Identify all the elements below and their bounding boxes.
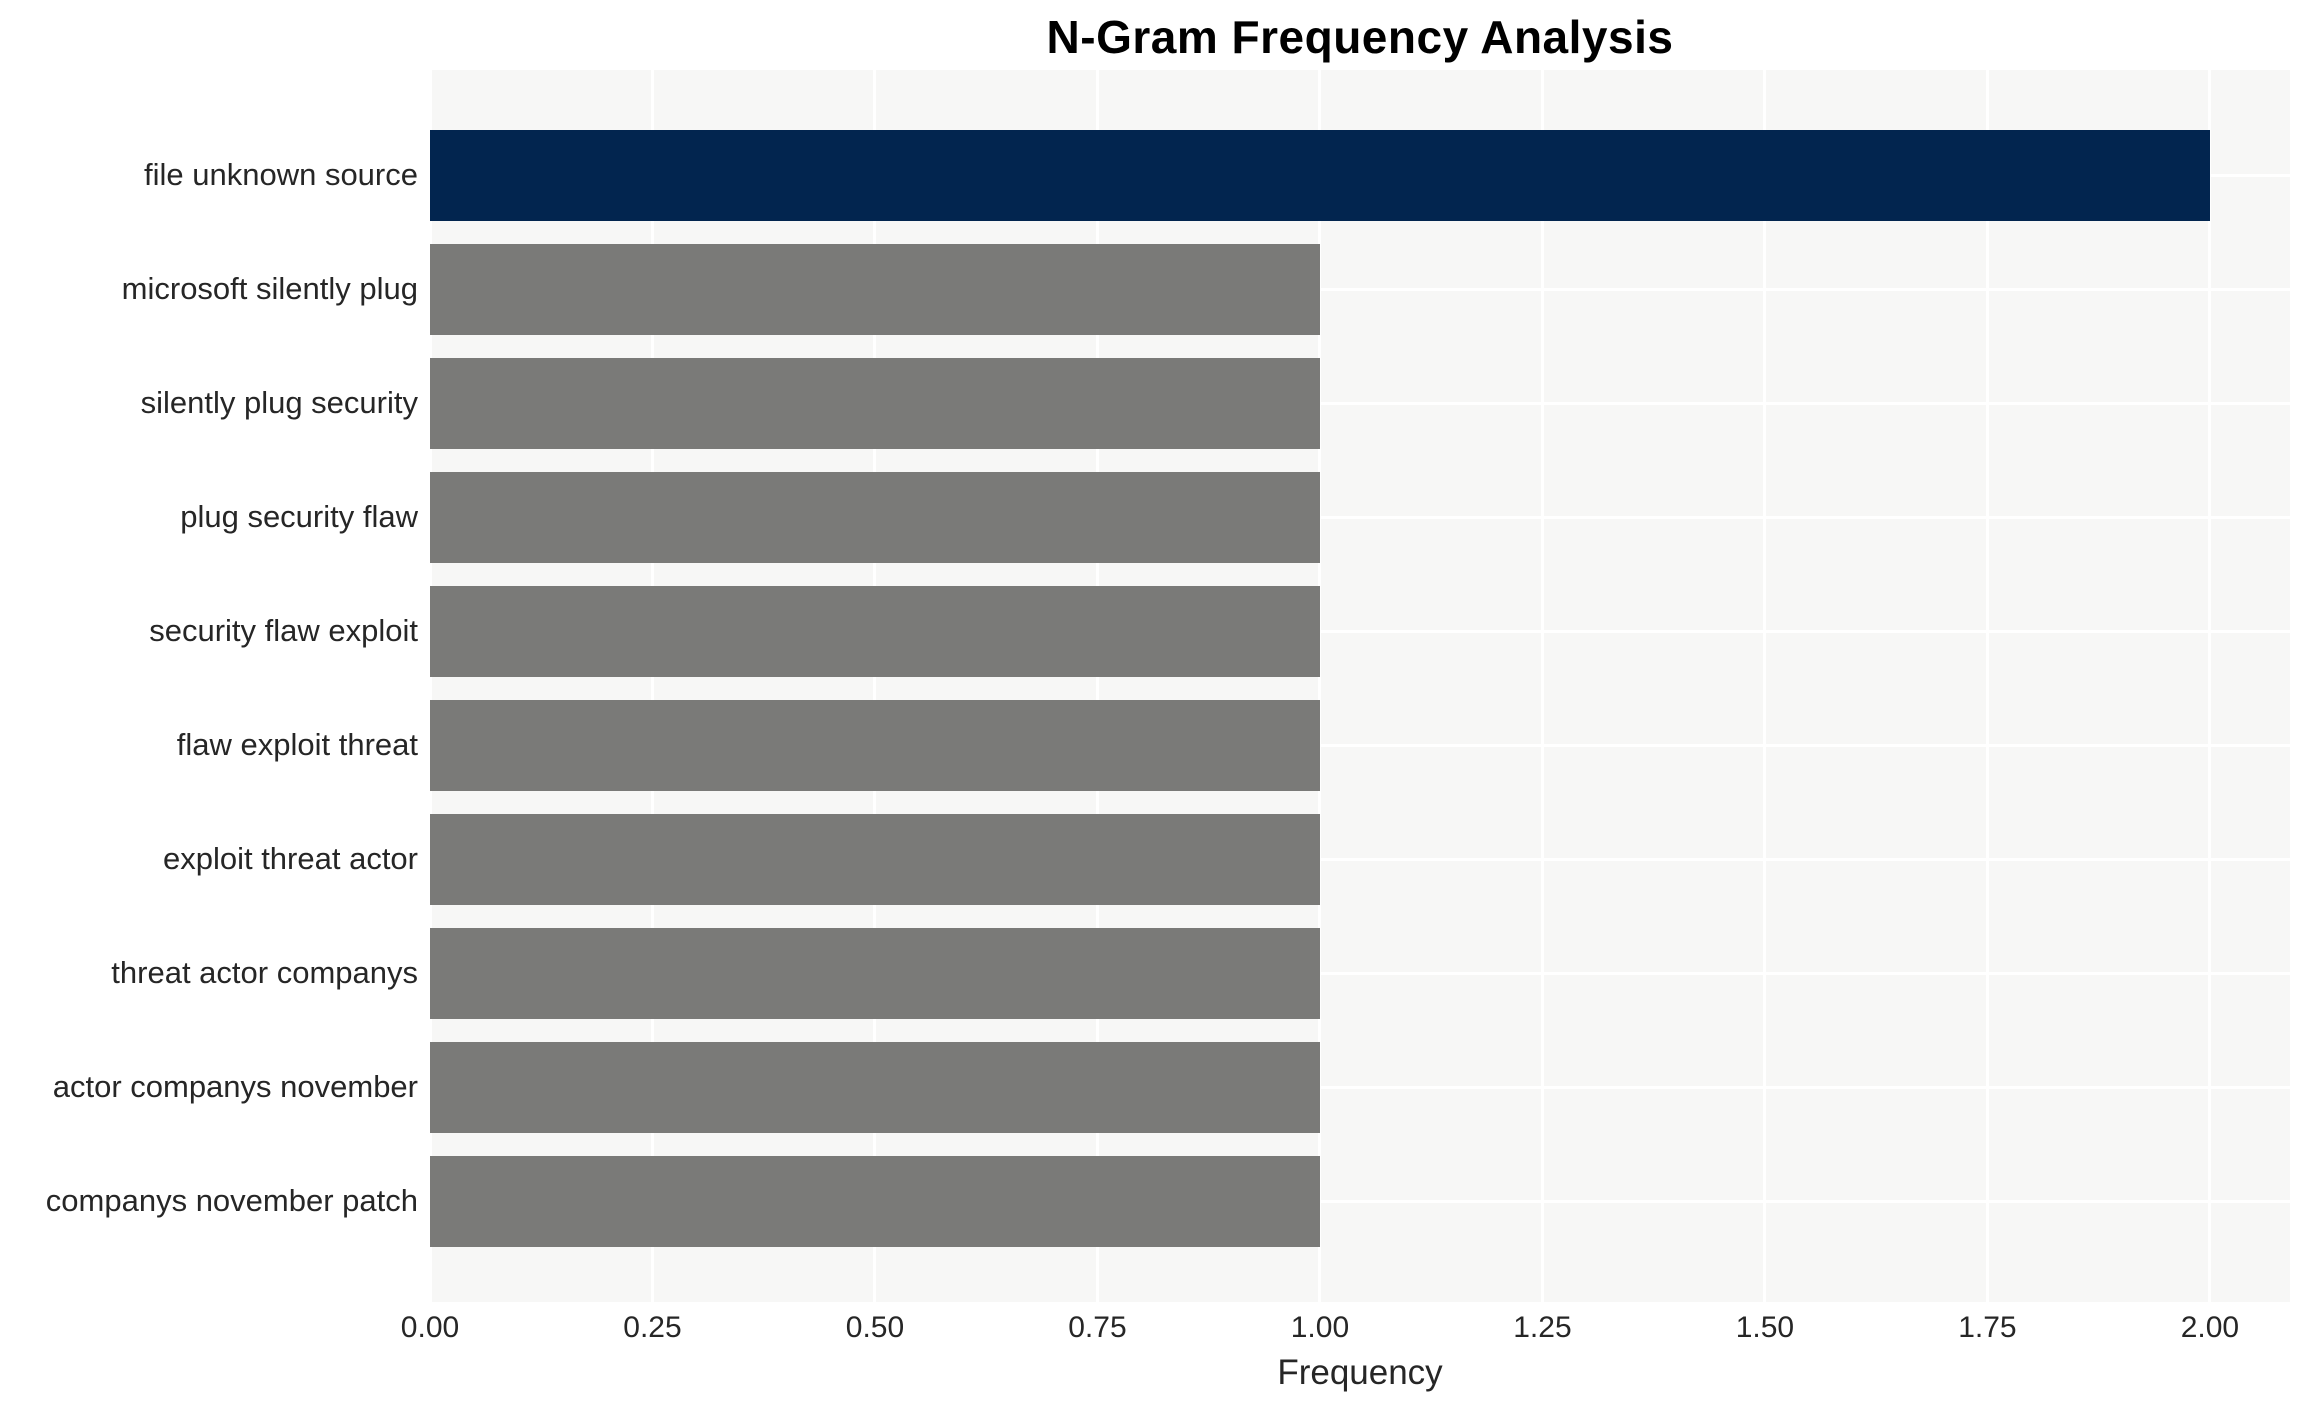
- x-tick-label: 1.75: [1958, 1311, 2017, 1344]
- gridline-x-0.50: [873, 70, 877, 1302]
- gridline-x-1.25: [1540, 70, 1544, 1302]
- gridline-x-0.25: [650, 70, 654, 1302]
- gridline-x-2.00: [2208, 70, 2212, 1302]
- y-tick-label: exploit threat actor: [162, 841, 418, 876]
- y-tick-label: silently plug security: [140, 385, 418, 420]
- y-tick-label: companys november patch: [45, 1183, 418, 1218]
- gridline-y-category: [430, 1085, 2290, 1089]
- x-axis-title: Frequency: [1277, 1353, 1443, 1392]
- gridline-y-category: [430, 1199, 2290, 1203]
- x-tick-label: 0.50: [845, 1311, 905, 1344]
- gridline-y-category: [430, 515, 2290, 519]
- y-tick-label: security flaw exploit: [149, 613, 418, 648]
- bar-exploit-threat-actor: [430, 813, 1320, 905]
- gridline-y-category: [430, 743, 2290, 747]
- bar-microsoft-silently-plug: [430, 243, 1320, 335]
- plot-area: [428, 70, 2290, 1302]
- x-tick-label: 1.50: [1735, 1311, 1795, 1344]
- bar-file-unknown-source: [430, 129, 2210, 221]
- y-tick-label: microsoft silently plug: [121, 271, 418, 306]
- x-tick-label: 0.75: [1068, 1311, 1127, 1344]
- bar-actor-companys-november: [430, 1041, 1320, 1133]
- gridline-x-1.00: [1318, 70, 1322, 1302]
- gridline-y-category: [430, 971, 2290, 975]
- gridline-y-category: [430, 629, 2290, 633]
- y-tick-label: file unknown source: [144, 157, 418, 192]
- y-tick-label: flaw exploit threat: [176, 727, 418, 762]
- bar-silently-plug-security: [430, 357, 1320, 449]
- gridline-x-0.75: [1095, 70, 1099, 1302]
- bar-plug-security-flaw: [430, 471, 1320, 563]
- x-tick-label: 1.00: [1290, 1311, 1350, 1344]
- x-tick-label: 2.00: [2180, 1311, 2240, 1344]
- x-tick-label: 0.25: [623, 1311, 682, 1344]
- bar-threat-actor-companys: [430, 927, 1320, 1019]
- y-tick-label: plug security flaw: [180, 499, 418, 534]
- gridline-x-0.00: [428, 70, 432, 1302]
- gridline-x-1.75: [1985, 70, 1989, 1302]
- x-tick-label: 1.25: [1513, 1311, 1572, 1344]
- gridline-y-category: [430, 287, 2290, 291]
- y-tick-label: threat actor companys: [111, 955, 418, 990]
- gridline-y-category: [430, 857, 2290, 861]
- bar-companys-november-patch: [430, 1155, 1320, 1247]
- gridline-x-1.50: [1763, 70, 1767, 1302]
- y-tick-label: actor companys november: [52, 1069, 418, 1104]
- x-tick-label: 0.00: [400, 1311, 460, 1344]
- bar-security-flaw-exploit: [430, 585, 1320, 677]
- bar-flaw-exploit-threat: [430, 699, 1320, 791]
- gridline-y-category: [430, 401, 2290, 405]
- chart-title: N-Gram Frequency Analysis: [1046, 11, 1674, 63]
